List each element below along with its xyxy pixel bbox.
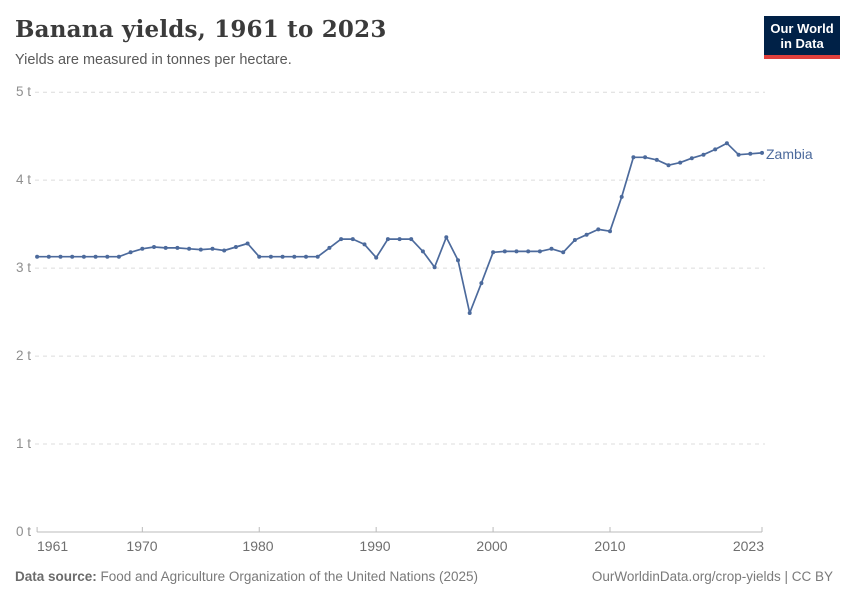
data-point-zambia-1995[interactable] [432, 265, 437, 270]
data-point-zambia-1999[interactable] [479, 281, 484, 286]
data-point-zambia-1962[interactable] [46, 254, 51, 259]
data-line-zambia[interactable] [36, 142, 763, 314]
data-point-zambia-1964[interactable] [70, 254, 75, 259]
data-point-zambia-1988[interactable] [350, 237, 355, 242]
data-point-zambia-2017[interactable] [689, 156, 694, 161]
data-point-zambia-2020[interactable] [724, 141, 729, 146]
owid-logo-line2: in Data [780, 36, 824, 51]
owid-logo-line1: Our World [770, 21, 834, 36]
series-label-zambia[interactable]: Zambia [766, 146, 813, 162]
data-point-zambia-1978[interactable] [233, 245, 238, 249]
data-point-zambia-2023[interactable] [760, 150, 764, 155]
y-axis-label-2t: 2 t [15, 348, 31, 363]
x-axis-label-1990: 1990 [359, 538, 391, 554]
data-point-zambia-1968[interactable] [116, 254, 121, 259]
data-point-zambia-1980[interactable] [257, 254, 262, 259]
data-point-zambia-1971[interactable] [152, 245, 156, 249]
data-point-zambia-1967[interactable] [105, 254, 110, 259]
data-point-zambia-2022[interactable] [748, 151, 753, 156]
x-axis-label-2023: 2023 [732, 538, 764, 554]
data-source-note: Data source: Food and Agriculture Organi… [15, 569, 478, 584]
data-point-zambia-1987[interactable] [339, 237, 344, 242]
data-point-zambia-1983[interactable] [292, 254, 297, 259]
data-point-zambia-1982[interactable] [280, 254, 285, 259]
y-axis-label-4t: 4 t [15, 172, 31, 187]
data-point-zambia-2010[interactable] [608, 229, 612, 234]
data-point-zambia-2019[interactable] [713, 147, 718, 152]
x-axis-label-2010: 2010 [594, 538, 626, 554]
page-title: Banana yields, 1961 to 2023 [15, 16, 387, 43]
data-point-zambia-1966[interactable] [93, 254, 98, 259]
data-point-zambia-1998[interactable] [467, 311, 472, 315]
data-source-label: Data source: [15, 569, 97, 584]
data-point-zambia-2015[interactable] [666, 163, 671, 168]
data-point-zambia-1997[interactable] [456, 258, 460, 263]
data-point-zambia-2008[interactable] [584, 232, 589, 237]
data-point-zambia-2002[interactable] [514, 249, 519, 254]
data-point-zambia-2003[interactable] [526, 249, 531, 254]
x-axis-label-2000: 2000 [476, 538, 508, 554]
data-point-zambia-1994[interactable] [420, 249, 425, 254]
data-point-zambia-2001[interactable] [502, 249, 507, 254]
data-point-zambia-1974[interactable] [187, 246, 192, 251]
data-point-zambia-1989[interactable] [362, 242, 367, 247]
data-point-zambia-2016[interactable] [678, 160, 683, 165]
data-point-zambia-2005[interactable] [549, 246, 554, 251]
data-point-zambia-2012[interactable] [631, 155, 636, 160]
data-point-zambia-1969[interactable] [128, 250, 133, 255]
data-point-zambia-1965[interactable] [81, 254, 86, 259]
data-point-zambia-1975[interactable] [198, 247, 203, 252]
y-axis-label-1t: 1 t [15, 436, 31, 451]
data-point-zambia-1985[interactable] [315, 254, 320, 259]
x-axis-label-1961: 1961 [37, 538, 69, 554]
data-point-zambia-1979[interactable] [245, 241, 250, 246]
data-point-zambia-2013[interactable] [643, 155, 648, 160]
data-point-zambia-1986[interactable] [327, 245, 332, 250]
data-point-zambia-1991[interactable] [385, 237, 390, 242]
owid-logo[interactable]: Our World in Data [764, 16, 840, 59]
data-point-zambia-2007[interactable] [572, 238, 577, 242]
data-point-zambia-2011[interactable] [619, 194, 624, 199]
data-point-zambia-2000[interactable] [491, 250, 496, 255]
y-axis-label-3t: 3 t [15, 260, 31, 275]
data-point-zambia-1984[interactable] [304, 254, 308, 259]
data-point-zambia-1993[interactable] [409, 237, 414, 242]
data-point-zambia-2014[interactable] [654, 157, 659, 162]
x-axis-label-1980: 1980 [242, 538, 274, 554]
data-point-zambia-1977[interactable] [222, 248, 227, 253]
data-point-zambia-1973[interactable] [175, 245, 180, 250]
data-point-zambia-1976[interactable] [210, 246, 215, 251]
y-axis-label-0t: 0 t [15, 524, 31, 539]
data-point-zambia-1970[interactable] [140, 246, 145, 251]
data-point-zambia-2018[interactable] [701, 152, 706, 157]
data-source-text: Food and Agriculture Organization of the… [96, 569, 479, 584]
data-point-zambia-2006[interactable] [561, 250, 566, 255]
data-point-zambia-1996[interactable] [444, 235, 449, 240]
page-subtitle: Yields are measured in tonnes per hectar… [15, 52, 292, 68]
data-point-zambia-1972[interactable] [163, 245, 168, 250]
data-point-zambia-1992[interactable] [397, 237, 402, 242]
data-point-zambia-1961[interactable] [35, 254, 40, 259]
data-point-zambia-1981[interactable] [268, 254, 273, 259]
data-point-zambia-2021[interactable] [736, 152, 741, 157]
data-point-zambia-1990[interactable] [374, 255, 379, 260]
credit-link[interactable]: OurWorldinData.org/crop-yields | CC BY [591, 569, 833, 584]
data-point-zambia-2004[interactable] [537, 249, 542, 254]
data-point-zambia-2009[interactable] [596, 227, 601, 232]
data-point-zambia-1963[interactable] [58, 254, 63, 259]
x-axis-label-1970: 1970 [126, 538, 158, 554]
y-axis-label-5t: 5 t [15, 84, 31, 99]
